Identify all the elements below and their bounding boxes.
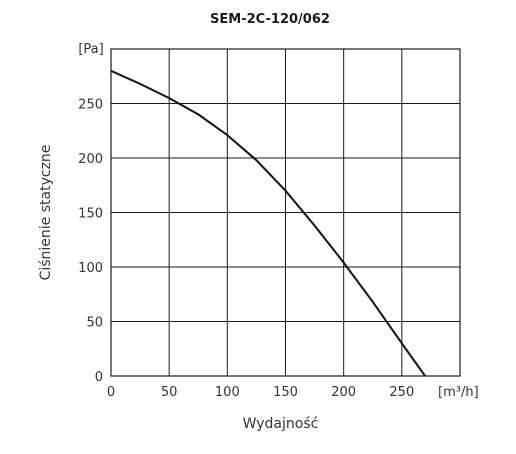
x-unit-label: [m³/h] bbox=[438, 385, 479, 400]
y-tick-label: 100 bbox=[78, 261, 103, 276]
x-tick-label: 0 bbox=[107, 385, 115, 400]
x-tick-label: 100 bbox=[215, 385, 240, 400]
x-tick-label: 200 bbox=[331, 385, 356, 400]
y-unit-label: [Pa] bbox=[78, 42, 103, 57]
y-tick-label: 0 bbox=[95, 370, 103, 385]
x-tick-label: 250 bbox=[389, 385, 414, 400]
plot-frame bbox=[110, 48, 461, 377]
x-tick-label: 50 bbox=[161, 385, 178, 400]
y-axis-label: Ciśnienie statyczne bbox=[38, 145, 54, 281]
grid bbox=[111, 49, 460, 376]
y-tick-label: 250 bbox=[78, 98, 103, 113]
x-tick-label: 150 bbox=[273, 385, 298, 400]
y-tick-label: 50 bbox=[86, 316, 103, 331]
y-tick-label: 200 bbox=[78, 152, 103, 167]
y-tick-label: 150 bbox=[78, 207, 103, 222]
x-tick-labels: 0 50 100 150 200 250 bbox=[107, 385, 414, 400]
x-axis-label: Wydajność bbox=[243, 416, 319, 432]
y-tick-labels: 0 50 100 150 200 250 bbox=[78, 98, 103, 386]
series-line bbox=[110, 69, 426, 377]
chart-title: SEM-2C-120/062 bbox=[210, 12, 330, 27]
